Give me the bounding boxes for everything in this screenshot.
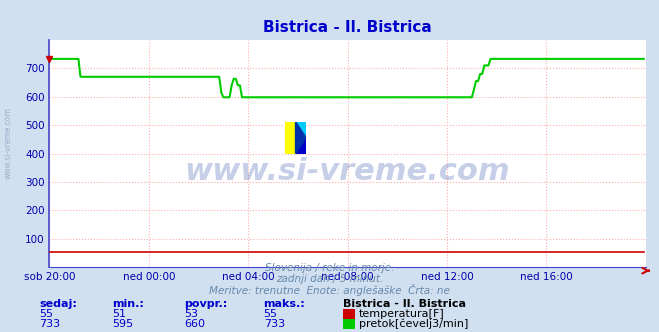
Bar	[295, 122, 306, 138]
Text: 733: 733	[264, 319, 285, 329]
Polygon shape	[295, 138, 306, 153]
Text: Slovenija / reke in morje.: Slovenija / reke in morje.	[265, 263, 394, 273]
Text: 660: 660	[185, 319, 206, 329]
Polygon shape	[295, 122, 306, 153]
Text: www.si-vreme.com: www.si-vreme.com	[3, 107, 13, 179]
Text: 733: 733	[40, 319, 61, 329]
Bar	[285, 122, 295, 153]
Text: zadnji dan / 5 minut.: zadnji dan / 5 minut.	[276, 274, 383, 284]
Text: www.si-vreme.com: www.si-vreme.com	[185, 157, 511, 186]
Text: 595: 595	[112, 319, 133, 329]
Text: maks.:: maks.:	[264, 299, 305, 309]
Text: 53: 53	[185, 309, 198, 319]
Text: Meritve: trenutne  Enote: anglešaške  Črta: ne: Meritve: trenutne Enote: anglešaške Črta…	[209, 284, 450, 296]
Text: temperatura[F]: temperatura[F]	[359, 309, 445, 319]
Text: 55: 55	[264, 309, 277, 319]
Text: sedaj:: sedaj:	[40, 299, 77, 309]
Text: pretok[čevelj3/min]: pretok[čevelj3/min]	[359, 318, 469, 329]
Text: 55: 55	[40, 309, 53, 319]
Text: Bistrica - Il. Bistrica: Bistrica - Il. Bistrica	[343, 299, 466, 309]
Title: Bistrica - Il. Bistrica: Bistrica - Il. Bistrica	[263, 20, 432, 35]
Text: 51: 51	[112, 309, 126, 319]
Text: min.:: min.:	[112, 299, 144, 309]
Text: povpr.:: povpr.:	[185, 299, 228, 309]
